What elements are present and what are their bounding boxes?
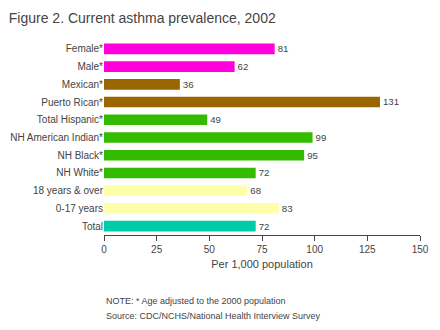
- svg-text:Puerto Rican*: Puerto Rican*: [41, 97, 103, 108]
- svg-text:81: 81: [278, 43, 289, 54]
- svg-text:18 years & over: 18 years & over: [33, 185, 104, 196]
- svg-text:100: 100: [306, 244, 323, 255]
- svg-text:Female*: Female*: [66, 43, 103, 54]
- svg-text:Source: CDC/NCHS/National Heal: Source: CDC/NCHS/National Health Intervi…: [106, 311, 321, 321]
- svg-text:NH White*: NH White*: [56, 167, 103, 178]
- svg-text:83: 83: [282, 203, 293, 214]
- svg-text:36: 36: [183, 79, 194, 90]
- svg-text:75: 75: [256, 244, 268, 255]
- svg-text:Figure 2. Current asthma preva: Figure 2. Current asthma prevalence, 200…: [9, 10, 276, 26]
- svg-text:49: 49: [210, 114, 221, 125]
- svg-text:Total Hispanic*: Total Hispanic*: [37, 114, 103, 125]
- svg-text:72: 72: [259, 167, 270, 178]
- svg-text:62: 62: [238, 61, 249, 72]
- svg-text:0-17 years: 0-17 years: [56, 203, 103, 214]
- svg-text:Per 1,000 population: Per 1,000 population: [211, 258, 313, 270]
- svg-text:150: 150: [412, 244, 429, 255]
- svg-text:95: 95: [307, 150, 318, 161]
- svg-text:125: 125: [359, 244, 376, 255]
- svg-text:99: 99: [316, 132, 327, 143]
- svg-text:0: 0: [101, 244, 107, 255]
- svg-text:72: 72: [259, 221, 270, 232]
- svg-text:131: 131: [383, 96, 399, 107]
- svg-text:25: 25: [151, 244, 163, 255]
- svg-text:NOTE: * Age adjusted to the 20: NOTE: * Age adjusted to the 2000 populat…: [106, 296, 286, 306]
- svg-text:Mexican*: Mexican*: [62, 79, 103, 90]
- svg-text:NH Black*: NH Black*: [57, 150, 103, 161]
- svg-text:68: 68: [250, 185, 261, 196]
- svg-text:NH American Indian*: NH American Indian*: [10, 132, 103, 143]
- svg-text:Male*: Male*: [77, 61, 103, 72]
- svg-text:50: 50: [204, 244, 216, 255]
- svg-text:Total: Total: [82, 221, 103, 232]
